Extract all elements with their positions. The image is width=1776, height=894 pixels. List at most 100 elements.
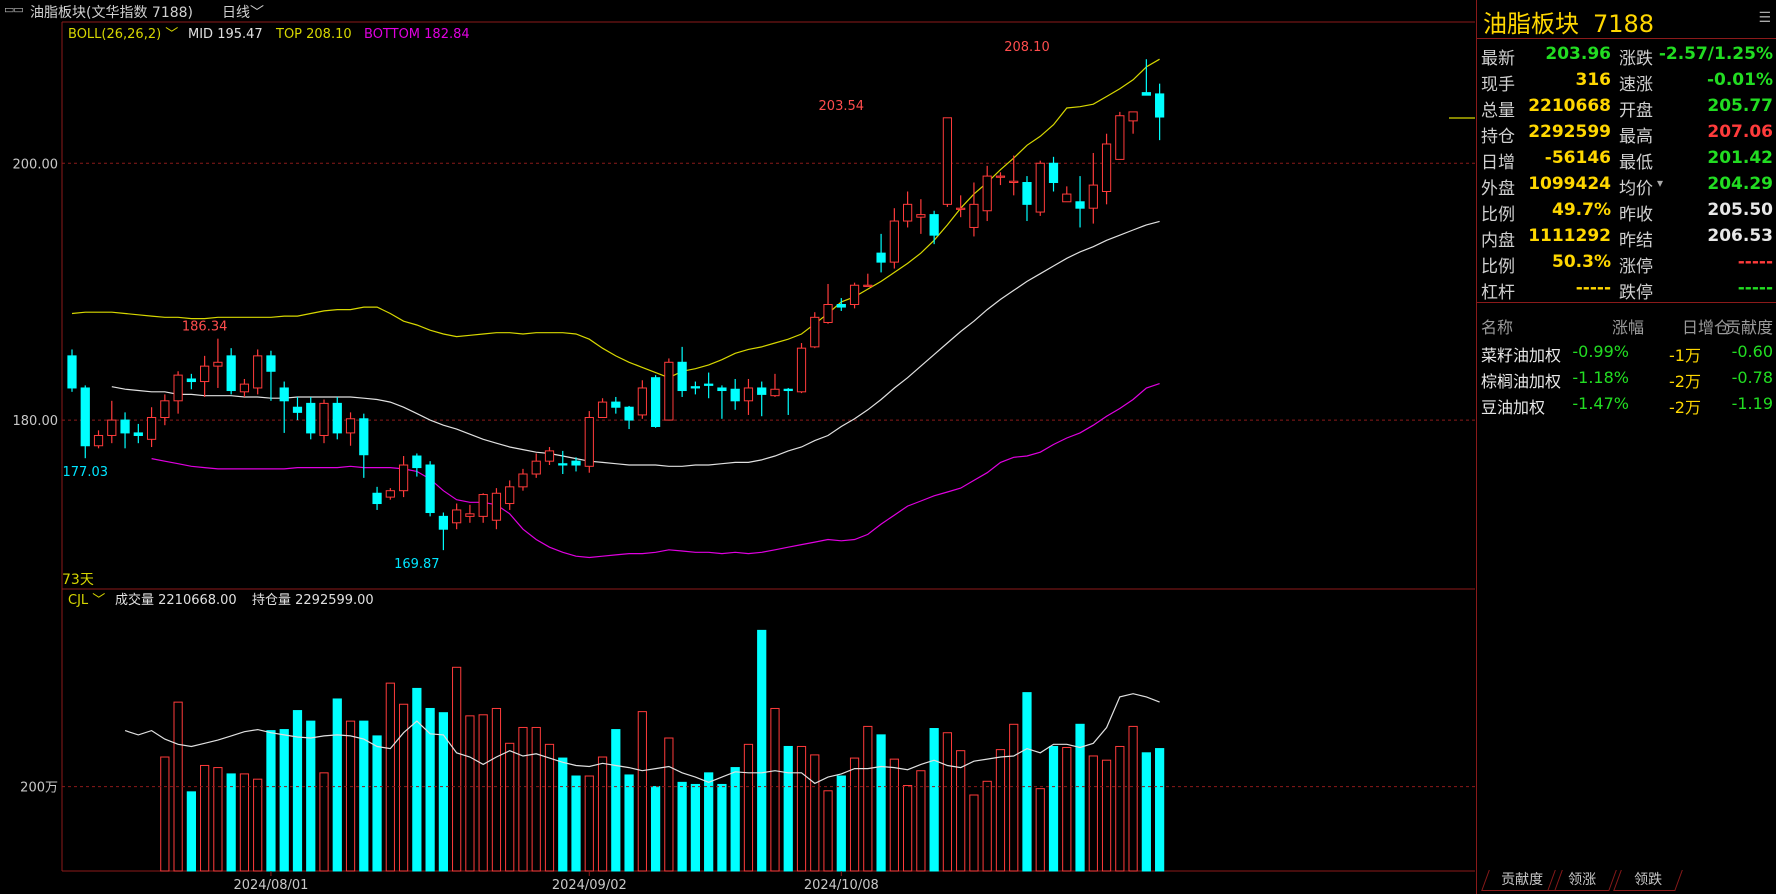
candle-body: [93, 434, 104, 447]
volume-bar: [624, 774, 634, 872]
candle-body: [1115, 115, 1125, 160]
volume-bar: [876, 734, 886, 872]
list-menu-icon[interactable]: ☰: [1758, 10, 1771, 26]
candle-body: [571, 460, 581, 466]
component-cell: -0.60: [1731, 342, 1773, 361]
quote-label: 比例: [1481, 205, 1515, 225]
candle-body: [743, 387, 754, 402]
volume-bar: [783, 745, 793, 872]
quote-row: 日增 -56146 最低 201.42: [1477, 146, 1776, 173]
volume-bar: [664, 737, 674, 872]
days-count-label: 73天: [62, 572, 94, 588]
quote-label: 跌停: [1619, 283, 1653, 303]
candle-body: [836, 304, 846, 308]
candle-body: [385, 490, 395, 498]
candle-body: [412, 455, 422, 469]
candle-body: [80, 387, 90, 447]
quote-value: 204.29: [1707, 174, 1773, 194]
candle-body: [717, 387, 727, 392]
component-row[interactable]: 棕榈油加权 -1.18% -2万 -0.78: [1477, 368, 1776, 394]
volume-bar: [995, 749, 1006, 872]
chart-menu-icon[interactable]: ▭▭: [4, 3, 24, 16]
candle-body: [200, 365, 210, 383]
component-cell: 棕榈油加权: [1481, 372, 1562, 391]
quote-row: 比例 50.3% 涨停 -----: [1477, 250, 1776, 277]
candle-body: [1155, 93, 1165, 118]
candle-body: [319, 402, 329, 436]
quote-label: 日增: [1481, 153, 1515, 173]
candle-body: [133, 432, 143, 436]
candle-body: [810, 316, 820, 348]
candle-body: [942, 117, 953, 205]
column-header[interactable]: 日增仓: [1682, 318, 1731, 337]
tab-label: 领跌: [1634, 872, 1663, 888]
instrument-title[interactable]: 油脂板块(文华指数 7188): [30, 5, 194, 21]
volume-bar: [306, 720, 316, 872]
component-row[interactable]: 菜籽油加权 -0.99% -1万 -0.60: [1477, 342, 1776, 368]
quote-value: 49.7%: [1552, 200, 1611, 220]
component-cell: 豆油加权: [1481, 398, 1546, 417]
candle-body: [531, 460, 541, 475]
candle-body: [226, 355, 236, 392]
boll-mid-value: MID 195.47: [188, 27, 263, 42]
candle-body: [1101, 143, 1112, 192]
quote-row: 最新 203.96 涨跌 -2.57/1.25%: [1477, 42, 1776, 69]
quote-label: 最新: [1481, 49, 1515, 69]
quote-value: 203.96: [1545, 44, 1611, 64]
quote-label: 持仓: [1481, 127, 1515, 147]
candle-body: [332, 402, 342, 434]
component-row[interactable]: 豆油加权 -1.47% -2万 -1.19: [1477, 394, 1776, 420]
volume-bar: [597, 756, 608, 872]
volume-bar: [531, 726, 541, 872]
volume-bar: [916, 770, 926, 872]
tab-leaders[interactable]: 领涨: [1547, 870, 1617, 891]
quote-value: 201.42: [1707, 148, 1773, 168]
candle-body: [863, 284, 873, 287]
volume-bar: [505, 742, 515, 872]
candle-body: [982, 175, 992, 212]
column-header[interactable]: 名称: [1481, 318, 1514, 337]
quote-value: -----: [1575, 278, 1611, 298]
volume-bar: [796, 745, 807, 872]
volume-bar: [704, 772, 714, 872]
chevron-down-icon: ﹀: [250, 5, 264, 21]
component-cell: -1.18%: [1572, 368, 1629, 387]
price-extreme-label: 203.54: [819, 99, 865, 114]
period-selector[interactable]: 日线﹀: [222, 2, 264, 22]
quote-label: 内盘: [1481, 231, 1515, 251]
volume-bar: [903, 785, 913, 872]
candle-body: [903, 203, 913, 222]
volume-bar: [757, 629, 767, 872]
price-extreme-label: 177.03: [63, 465, 109, 480]
volume-bar: [571, 775, 581, 872]
tab-laggards[interactable]: 领跌: [1613, 870, 1683, 891]
component-cell: -2万: [1669, 398, 1701, 417]
volume-bar: [359, 720, 369, 872]
volume-bar: [279, 729, 289, 872]
component-cell: -1.47%: [1572, 394, 1629, 413]
boll-bottom-value: BOTTOM 182.84: [364, 27, 470, 42]
candle-body: [372, 492, 382, 505]
quote-row: 现手 316 速涨 -0.01%: [1477, 68, 1776, 95]
candle-body: [491, 492, 502, 521]
dropdown-icon[interactable]: ▾: [1657, 176, 1664, 190]
candle-body: [398, 464, 409, 492]
quote-value: 50.3%: [1552, 252, 1611, 272]
column-header[interactable]: 贡献度: [1724, 318, 1773, 337]
quote-row: 外盘 1099424 均价 204.29 ▾: [1477, 172, 1776, 199]
kline-chart[interactable]: 200.00 180.00 186.34 177.03 169.87 203.54 208.…: [0, 0, 1476, 894]
volume-bar: [1141, 752, 1151, 872]
volume-bar: [1088, 755, 1098, 872]
price-tick-label: 200.00: [13, 157, 59, 172]
volume-bar: [465, 715, 475, 872]
candle-body: [929, 214, 939, 236]
open-interest-value: 持仓量 2292599.00: [252, 593, 374, 608]
quote-label: 杠杆: [1481, 283, 1515, 303]
candle-body: [1075, 201, 1085, 209]
column-header[interactable]: 涨幅: [1612, 318, 1645, 337]
instrument-code: 7188: [1593, 10, 1655, 38]
volume-bar: [1115, 745, 1125, 872]
volume-bar: [1035, 788, 1045, 872]
volume-bar: [836, 775, 846, 872]
candle-body: [1141, 92, 1151, 96]
